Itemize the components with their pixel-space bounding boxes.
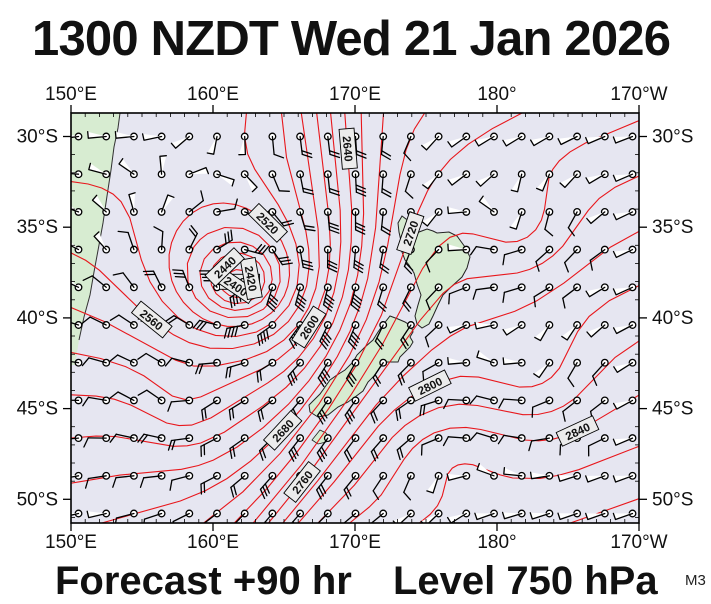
svg-text:160°E: 160°E — [187, 84, 239, 105]
svg-text:180°: 180° — [477, 84, 516, 105]
svg-text:2640: 2640 — [340, 136, 354, 163]
svg-text:40°S: 40°S — [652, 308, 693, 329]
svg-text:160°E: 160°E — [187, 532, 239, 553]
svg-text:170°E: 170°E — [329, 84, 381, 105]
svg-text:50°S: 50°S — [17, 489, 58, 510]
svg-text:180°: 180° — [477, 532, 516, 553]
svg-text:40°S: 40°S — [17, 308, 58, 329]
svg-text:150°E: 150°E — [45, 84, 97, 105]
svg-text:45°S: 45°S — [652, 399, 693, 420]
svg-text:45°S: 45°S — [17, 399, 58, 420]
svg-text:30°S: 30°S — [17, 127, 58, 148]
svg-text:150°E: 150°E — [45, 532, 97, 553]
svg-text:30°S: 30°S — [652, 127, 693, 148]
svg-text:170°W: 170°W — [610, 532, 667, 553]
svg-text:170°E: 170°E — [329, 532, 381, 553]
svg-text:170°W: 170°W — [610, 84, 667, 105]
svg-text:35°S: 35°S — [17, 217, 58, 238]
svg-text:50°S: 50°S — [652, 489, 693, 510]
svg-text:35°S: 35°S — [652, 217, 693, 238]
